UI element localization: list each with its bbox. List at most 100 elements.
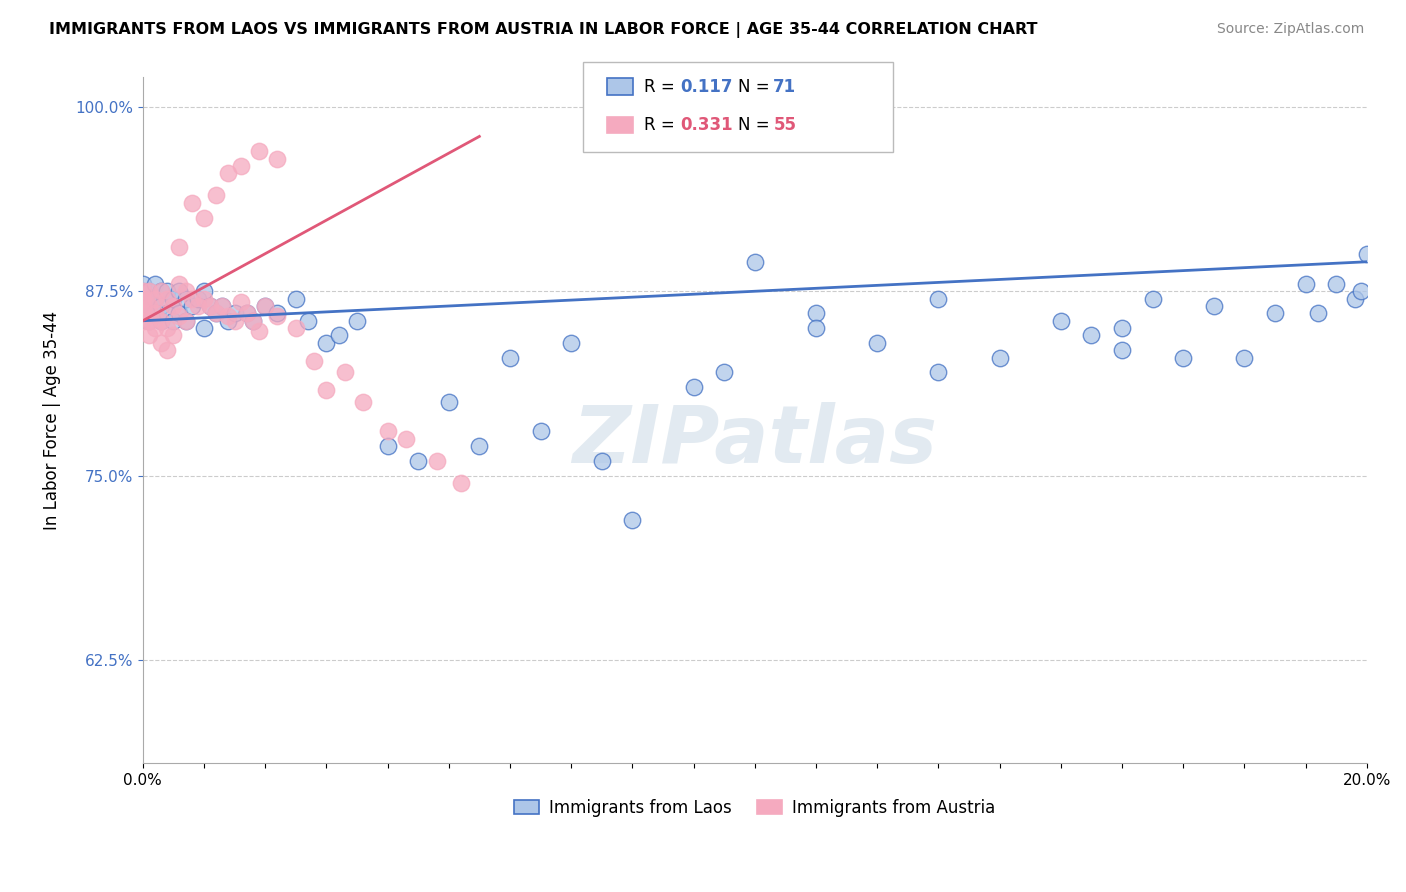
Point (132, 277, 155, 291)
Point (143, 321, 166, 335)
Point (217, 310, 239, 324)
Point (174, 314, 197, 328)
Point (988, 351, 1011, 365)
Text: R =: R = (644, 78, 681, 95)
Point (162, 299, 184, 313)
Point (156, 306, 179, 320)
Text: IMMIGRANTS FROM LAOS VS IMMIGRANTS FROM AUSTRIA IN LABOR FORCE | AGE 35-44 CORRE: IMMIGRANTS FROM LAOS VS IMMIGRANTS FROM … (49, 22, 1038, 38)
Point (138, 328, 160, 343)
Point (1350, 285, 1372, 299)
Point (169, 310, 191, 324)
Point (217, 314, 239, 328)
Point (346, 314, 368, 328)
Point (395, 432, 418, 446)
Point (198, 299, 221, 313)
Point (247, 324, 270, 338)
Point (217, 166, 239, 180)
Point (132, 306, 155, 320)
Point (150, 335, 173, 350)
Point (406, 454, 429, 468)
Point (150, 299, 173, 313)
Point (927, 292, 949, 306)
Text: 0.331: 0.331 (681, 116, 733, 134)
Point (156, 343, 179, 358)
Point (1264, 306, 1286, 320)
Point (804, 306, 827, 320)
Point (328, 328, 350, 343)
Point (266, 152, 288, 166)
Point (266, 310, 288, 324)
Text: N =: N = (738, 116, 775, 134)
Point (247, 144, 270, 158)
Point (162, 292, 184, 306)
Point (174, 292, 197, 306)
Point (205, 306, 228, 320)
Point (138, 299, 160, 313)
Point (169, 240, 191, 254)
Point (1233, 351, 1256, 365)
Point (150, 285, 173, 299)
Point (1142, 292, 1164, 306)
Point (162, 314, 184, 328)
Point (1111, 343, 1133, 358)
Point (425, 454, 447, 468)
Point (143, 306, 166, 320)
Point (229, 294, 252, 309)
Point (187, 299, 209, 313)
Point (193, 211, 215, 225)
Point (205, 306, 228, 320)
Point (138, 285, 160, 299)
Point (132, 314, 155, 328)
Point (377, 425, 399, 439)
Point (224, 314, 246, 328)
Point (150, 314, 173, 328)
Point (138, 314, 160, 328)
Point (169, 285, 191, 299)
Point (1173, 351, 1195, 365)
Point (132, 285, 155, 299)
Point (236, 306, 259, 320)
Point (621, 513, 644, 527)
Point (254, 299, 277, 313)
Point (138, 299, 160, 313)
Point (174, 285, 197, 299)
Point (156, 292, 179, 306)
Text: 71: 71 (773, 78, 796, 95)
Point (866, 335, 889, 350)
Point (229, 159, 252, 173)
Point (1343, 292, 1365, 306)
Point (143, 306, 166, 320)
Text: 0.117: 0.117 (681, 78, 733, 95)
Point (437, 395, 460, 409)
Point (143, 292, 166, 306)
Point (266, 306, 288, 320)
Point (1295, 277, 1317, 291)
Point (132, 285, 155, 299)
Point (242, 314, 264, 328)
Text: ZIPatlas: ZIPatlas (572, 402, 938, 480)
Point (132, 306, 155, 320)
Point (150, 285, 173, 299)
Point (682, 380, 704, 394)
Point (198, 299, 221, 313)
Text: Source: ZipAtlas.com: Source: ZipAtlas.com (1216, 22, 1364, 37)
Point (132, 299, 155, 313)
Point (224, 306, 246, 320)
Point (180, 299, 202, 313)
Point (236, 306, 259, 320)
Point (1202, 299, 1225, 313)
Point (143, 292, 166, 306)
Point (162, 328, 184, 343)
Point (143, 277, 166, 291)
Point (193, 321, 215, 335)
Point (156, 321, 179, 335)
Point (284, 321, 307, 335)
Point (284, 292, 307, 306)
Text: 55: 55 (773, 116, 796, 134)
Point (169, 277, 191, 291)
Point (180, 195, 202, 210)
Point (927, 365, 949, 379)
Point (254, 299, 277, 313)
Point (138, 314, 160, 328)
Point (1324, 277, 1347, 291)
